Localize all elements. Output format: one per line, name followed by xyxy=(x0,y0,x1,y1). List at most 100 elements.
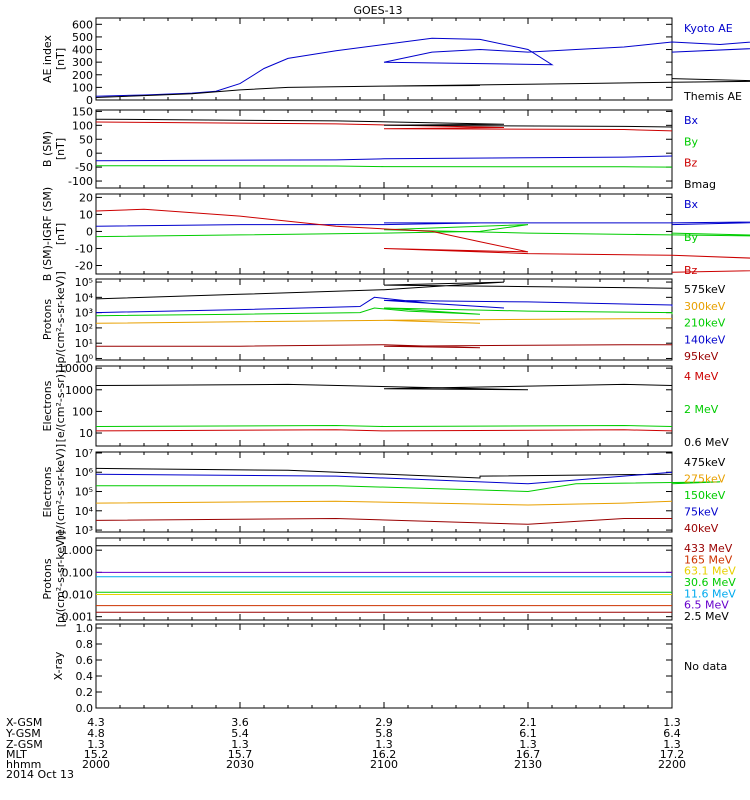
y-tick-label: 10000 xyxy=(58,362,93,375)
table-cell: 5.4 xyxy=(231,727,249,740)
series-line-575keV xyxy=(95,281,673,300)
legend-entry: Themis AE xyxy=(683,90,742,103)
y-tick-label: 0.100 xyxy=(62,566,94,579)
y-tick-label: 0.2 xyxy=(76,686,94,699)
table-cell: 1.3 xyxy=(519,738,537,751)
series-line-300keV xyxy=(95,318,672,324)
y-axis-label: [e/(cm²-s-sr)] xyxy=(54,370,67,443)
y-tick-label: 20 xyxy=(79,191,93,204)
y-axis-label: Electrons xyxy=(41,380,54,431)
table-cell: 15.7 xyxy=(228,748,253,761)
panel-frame xyxy=(95,365,673,447)
y-tick-label: 1000 xyxy=(65,384,93,397)
y-tick-label: -10 xyxy=(75,242,93,255)
legend-entry: 2.5 MeV xyxy=(684,610,729,623)
y-tick-label: 10¹ xyxy=(75,337,93,350)
y-axis-label: [nT] xyxy=(54,138,67,160)
series-line-4-MeV xyxy=(95,429,673,432)
date-label: 2014 Oct 13 xyxy=(6,768,74,781)
y-axis-label: X-ray xyxy=(52,651,65,680)
y-tick-label: 0.0 xyxy=(76,702,94,715)
legend-entry: 140keV xyxy=(684,333,726,346)
series-line-Bx xyxy=(95,221,750,227)
table-cell: 2030 xyxy=(226,758,254,771)
legend-entry: 63.1 MeV xyxy=(684,565,736,578)
panel-5: 10 100 1000 10000 Electrons [e/(cm²-s-sr)] 4 M… xyxy=(41,362,729,449)
table-cell: 4.3 xyxy=(87,716,105,729)
panel-6: 10³ 10⁴ 10⁵ 10⁶ 10⁷ Electrons [e/(cm²-s-sr-keV… xyxy=(41,444,726,540)
y-tick-label: 10⁴ xyxy=(75,291,94,304)
series-line-140keV xyxy=(95,296,673,314)
table-cell: 2100 xyxy=(370,758,398,771)
legend-entry: 2 MeV xyxy=(684,403,719,416)
series-line-Kyoto-AE xyxy=(95,37,750,97)
panel-3: -20 -10 0 10 20 B (SM)-IGRF (SM) [nT] Bx By Bz xyxy=(41,187,750,281)
y-tick-label: 0.4 xyxy=(76,670,94,683)
table-cell: 6.1 xyxy=(519,727,537,740)
row-label: MLT xyxy=(6,748,27,761)
table-cell: 2200 xyxy=(658,758,686,771)
table-cell: 1.3 xyxy=(87,738,105,751)
legend-entry: 210keV xyxy=(684,317,726,330)
table-cell: 16.2 xyxy=(372,748,397,761)
row-label: Z-GSM xyxy=(6,738,43,751)
y-tick-label: 1.000 xyxy=(62,544,94,557)
y-tick-label: 10 xyxy=(79,427,93,440)
y-axis-label: AE index xyxy=(41,34,54,83)
legend-entry: Bx xyxy=(684,198,699,211)
table-cell: 2000 xyxy=(82,758,110,771)
y-axis-label: [nT] xyxy=(54,48,67,70)
table-cell: 1.3 xyxy=(231,738,249,751)
panel-8: 0.0 0.2 0.4 0.6 0.8 1.0 X-ray No data xyxy=(52,622,727,715)
y-tick-label: 0 xyxy=(86,94,93,107)
series-line-475keV xyxy=(95,467,673,479)
series-line-Bx xyxy=(95,155,673,162)
legend-entry: 40keV xyxy=(684,522,719,535)
series-line-95keV xyxy=(96,344,672,349)
y-tick-label: 600 xyxy=(72,18,93,31)
legend-entry: 6.5 MeV xyxy=(684,599,729,612)
legend-entry: Bmag xyxy=(684,178,716,191)
series-line-0.6-MeV xyxy=(95,383,673,391)
legend-entry: 165 MeV xyxy=(684,553,733,566)
panel-frame xyxy=(95,537,673,621)
legend-entry: By xyxy=(684,231,699,244)
y-tick-label: 10³ xyxy=(75,524,93,537)
legend-entry: Bz xyxy=(684,157,698,170)
row-label: hhmm xyxy=(6,758,41,771)
series-line-275keV xyxy=(95,500,673,506)
y-axis-label: [e/(cm²-s-sr-keV)] xyxy=(54,444,67,540)
y-tick-label: 0 xyxy=(86,225,93,238)
y-tick-label: 0.010 xyxy=(62,589,94,602)
y-tick-label: 200 xyxy=(72,69,93,82)
y-tick-label: 400 xyxy=(72,44,93,57)
legend-entry: 95keV xyxy=(684,350,719,363)
legend-entry: 575keV xyxy=(684,283,726,296)
table-cell: 2.1 xyxy=(519,716,537,729)
legend-entry: 433 MeV xyxy=(684,542,733,555)
y-tick-label: 10³ xyxy=(75,307,93,320)
y-tick-label: 150 xyxy=(72,105,93,118)
series-line-Bmag xyxy=(95,118,673,128)
legend-entry: 275keV xyxy=(684,473,726,486)
y-tick-label: 10² xyxy=(75,322,93,335)
table-cell: 2.9 xyxy=(375,716,393,729)
series-line-75keV xyxy=(95,471,673,485)
y-tick-label: 10⁷ xyxy=(75,447,93,460)
y-axis-label: Protons xyxy=(41,299,54,340)
panel-frame xyxy=(95,623,673,709)
panel-7: 0.001 0.010 0.100 1.000 Protons [p/(cm²-s-sr-… xyxy=(41,531,736,628)
table-cell: 1.3 xyxy=(663,716,681,729)
y-axis-label: B (SM)-IGRF (SM) xyxy=(41,187,54,281)
panel-4: 10⁰ 10¹ 10² 10³ 10⁴ 10⁵ Protons [p/(cm²-s-sr-ke… xyxy=(41,271,726,368)
y-tick-label: -100 xyxy=(68,175,93,188)
legend-entry: 150keV xyxy=(684,489,726,502)
legend-entry: 0.6 MeV xyxy=(684,436,729,449)
y-tick-label: 50 xyxy=(79,133,93,146)
series-line-By xyxy=(95,165,673,168)
legend-entry: Bx xyxy=(684,114,699,127)
table-cell: 16.7 xyxy=(516,748,541,761)
